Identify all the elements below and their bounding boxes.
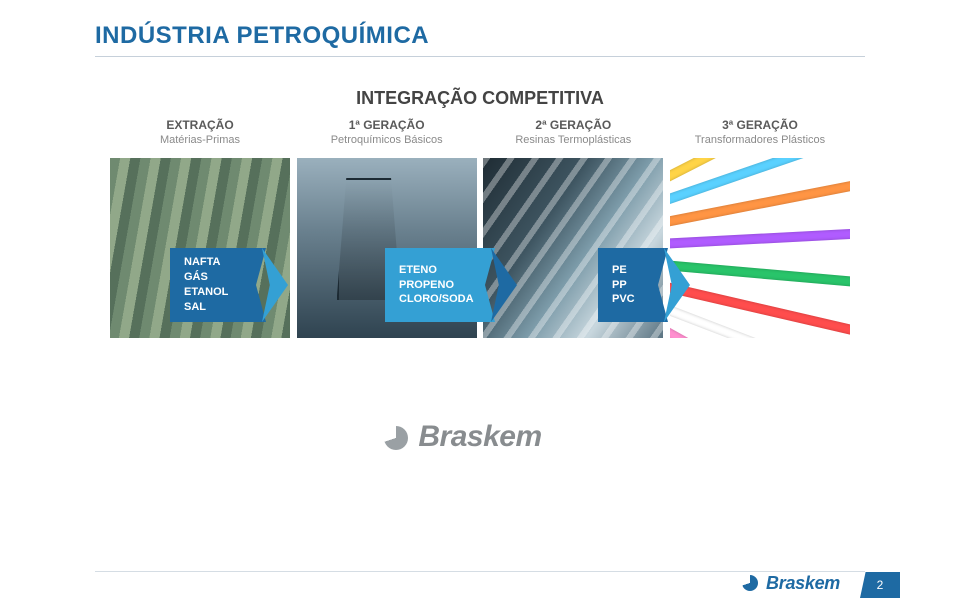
arrow-item: GÁS xyxy=(184,270,228,285)
column-subtitle: Resinas Termoplásticas xyxy=(483,134,663,146)
footer-brand: Braskem xyxy=(766,573,840,594)
arrow-item: SAL xyxy=(184,300,228,315)
column-header-1: 1ª GERAÇÃO Petroquímicos Básicos xyxy=(297,118,477,146)
column-title: EXTRAÇÃO xyxy=(110,118,290,132)
arrow-label: ETENOPROPENOCLORO/SODA xyxy=(385,248,495,322)
column-header-2: 2ª GERAÇÃO Resinas Termoplásticas xyxy=(483,118,663,146)
footer-divider xyxy=(95,571,865,572)
arrow-item: ETANOL xyxy=(184,285,228,300)
column-subtitle: Petroquímicos Básicos xyxy=(297,134,477,146)
column-title: 2ª GERAÇÃO xyxy=(483,118,663,132)
arrow-item: PROPENO xyxy=(399,278,474,293)
brand-logo-center: Braskem xyxy=(0,420,960,454)
arrow-label: PEPPPVC xyxy=(598,248,668,322)
process-arrow-1: ETENOPROPENOCLORO/SODA xyxy=(385,248,531,322)
arrow-item: PE xyxy=(612,263,635,278)
column-title: 1ª GERAÇÃO xyxy=(297,118,477,132)
title-underline xyxy=(95,56,865,57)
column-header-0: EXTRAÇÃO Matérias-Primas xyxy=(110,118,290,146)
section-subtitle: INTEGRAÇÃO COMPETITIVA xyxy=(95,88,865,109)
arrow-label: NAFTAGÁSETANOLSAL xyxy=(170,248,266,322)
page-number-box: 2 xyxy=(860,572,900,598)
arrow-item: ETENO xyxy=(399,263,474,278)
column-header-3: 3ª GERAÇÃO Transformadores Plásticos xyxy=(670,118,850,146)
page-number: 2 xyxy=(877,578,884,592)
arrow-item: PVC xyxy=(612,292,635,307)
arrow-item: CLORO/SODA xyxy=(399,292,474,307)
arrows-row: NAFTAGÁSETANOLSALETENOPROPENOCLORO/SODAP… xyxy=(110,248,850,322)
brand-name: Braskem xyxy=(418,420,541,454)
column-title: 3ª GERAÇÃO xyxy=(670,118,850,132)
column-headers: EXTRAÇÃO Matérias-Primas 1ª GERAÇÃO Petroqu… xyxy=(110,118,850,146)
slide: { "title": { "text": "INDÚSTRIA PETROQUÍ… xyxy=(0,0,960,612)
page-title: INDÚSTRIA PETROQUÍMICA xyxy=(95,22,429,50)
arrow-item: NAFTA xyxy=(184,255,228,270)
process-arrow-0: NAFTAGÁSETANOLSAL xyxy=(170,248,302,322)
column-subtitle: Matérias-Primas xyxy=(110,134,290,146)
column-subtitle: Transformadores Plásticos xyxy=(670,134,850,146)
arrow-item: PP xyxy=(612,278,635,293)
process-arrow-2: PEPPPVC xyxy=(598,248,704,322)
